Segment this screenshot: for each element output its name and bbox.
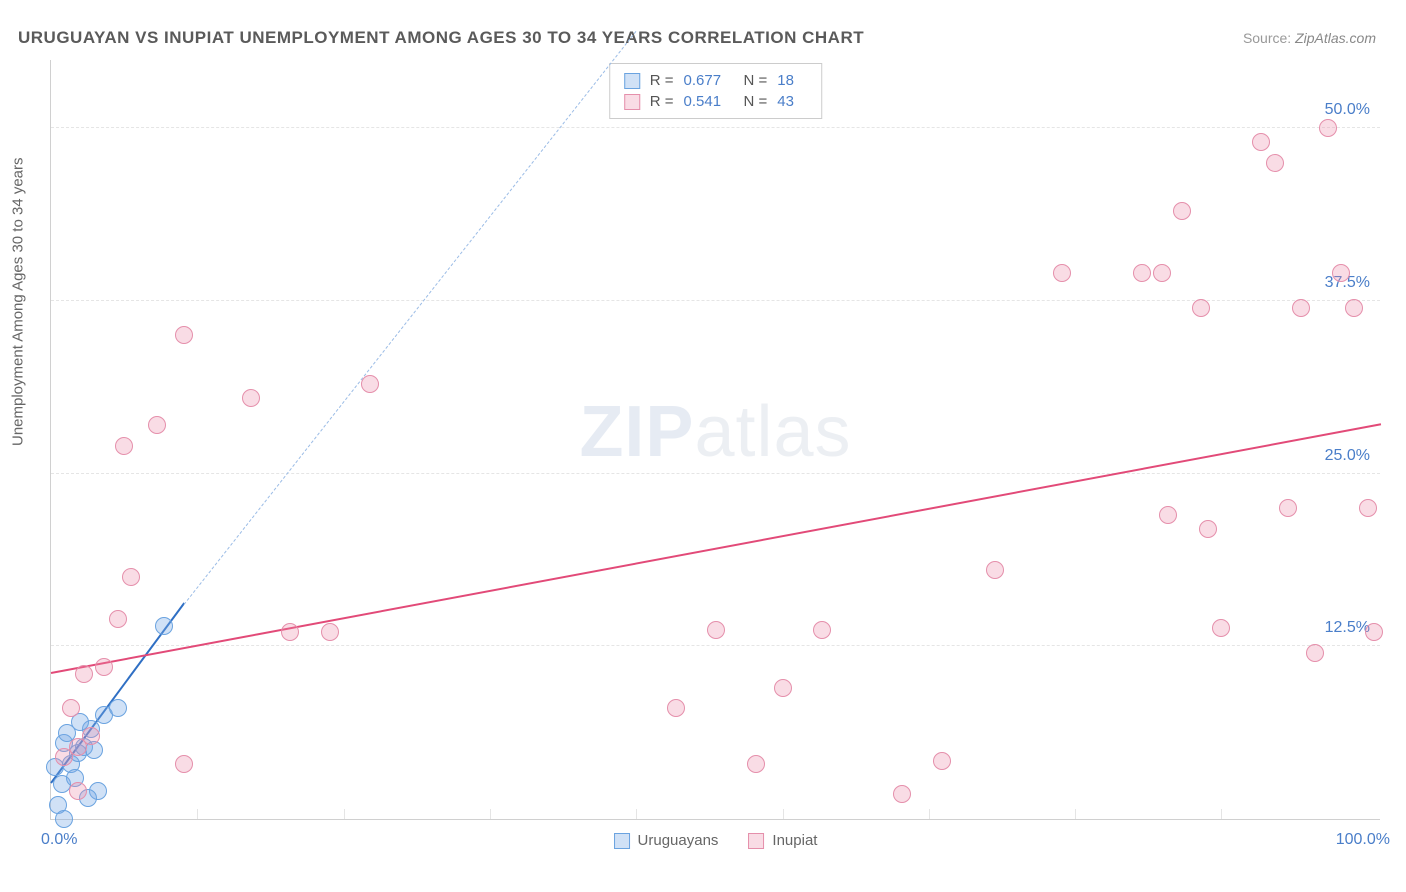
data-point <box>813 621 831 639</box>
stats-swatch <box>624 73 640 89</box>
data-point <box>1292 299 1310 317</box>
data-point <box>1319 119 1337 137</box>
gridline-vertical <box>197 809 198 819</box>
data-point <box>175 755 193 773</box>
data-point <box>774 679 792 697</box>
data-point <box>1266 154 1284 172</box>
stats-r-value: 0.677 <box>684 72 734 89</box>
data-point <box>361 375 379 393</box>
data-point <box>242 389 260 407</box>
y-tick-label: 25.0% <box>1325 447 1370 465</box>
data-point <box>1212 619 1230 637</box>
legend-swatch <box>748 833 764 849</box>
stats-r-value: 0.541 <box>684 93 734 110</box>
data-point <box>155 617 173 635</box>
stats-r-label: R = <box>650 93 674 110</box>
stats-row: R = 0.541 N = 43 <box>624 91 808 112</box>
data-point <box>1133 264 1151 282</box>
legend-item: Uruguayans <box>614 832 719 849</box>
data-point <box>1199 520 1217 538</box>
gridline-vertical <box>929 809 930 819</box>
data-point <box>1332 264 1350 282</box>
watermark-atlas: atlas <box>694 391 851 471</box>
data-point <box>62 699 80 717</box>
data-point <box>1306 644 1324 662</box>
legend-label: Uruguayans <box>638 832 719 849</box>
gridline-vertical <box>490 809 491 819</box>
x-tick-min: 0.0% <box>41 831 77 849</box>
gridline-horizontal <box>51 645 1380 646</box>
data-point <box>1159 506 1177 524</box>
data-point <box>55 810 73 828</box>
legend-swatch <box>614 833 630 849</box>
data-point <box>1053 264 1071 282</box>
gridline-vertical <box>1221 809 1222 819</box>
data-point <box>667 699 685 717</box>
stats-n-label: N = <box>744 93 768 110</box>
data-point <box>1153 264 1171 282</box>
watermark-zip: ZIP <box>579 391 694 471</box>
data-point <box>95 658 113 676</box>
data-point <box>175 326 193 344</box>
y-tick-label: 50.0% <box>1325 101 1370 119</box>
series-legend: Uruguayans Inupiat <box>614 832 818 849</box>
data-point <box>148 416 166 434</box>
gridline-vertical <box>636 809 637 819</box>
data-point <box>321 623 339 641</box>
gridline-horizontal <box>51 300 1380 301</box>
data-point <box>893 785 911 803</box>
stats-r-label: R = <box>650 72 674 89</box>
stats-row: R = 0.677 N = 18 <box>624 70 808 91</box>
data-point <box>281 623 299 641</box>
data-point <box>115 437 133 455</box>
source-attribution: Source: ZipAtlas.com <box>1243 30 1376 46</box>
data-point <box>82 727 100 745</box>
data-point <box>707 621 725 639</box>
plot-area: ZIPatlas R =0.677N =18R =0.541N =43 0.0%… <box>50 60 1380 820</box>
legend-item: Inupiat <box>748 832 817 849</box>
data-point <box>747 755 765 773</box>
legend-label: Inupiat <box>772 832 817 849</box>
data-point <box>933 752 951 770</box>
data-point <box>1345 299 1363 317</box>
data-point <box>75 665 93 683</box>
stats-n-value: 18 <box>777 72 807 89</box>
data-point <box>122 568 140 586</box>
data-point <box>1252 133 1270 151</box>
watermark: ZIPatlas <box>579 390 851 472</box>
correlation-stats-box: R = 0.677 N = 18 R = 0.541 N = 43 <box>609 63 823 119</box>
y-tick-label: 12.5% <box>1325 619 1370 637</box>
data-point <box>109 610 127 628</box>
gridline-horizontal <box>51 127 1380 128</box>
gridline-horizontal <box>51 473 1380 474</box>
data-point <box>1365 623 1383 641</box>
stats-swatch <box>624 94 640 110</box>
y-axis-label: Unemployment Among Ages 30 to 34 years <box>10 157 27 446</box>
data-point <box>1359 499 1377 517</box>
gridline-vertical <box>1075 809 1076 819</box>
data-point <box>1279 499 1297 517</box>
chart-title: URUGUAYAN VS INUPIAT UNEMPLOYMENT AMONG … <box>18 28 864 48</box>
source-value: ZipAtlas.com <box>1295 30 1376 46</box>
data-point <box>986 561 1004 579</box>
x-tick-max: 100.0% <box>1336 831 1390 849</box>
gridline-vertical <box>783 809 784 819</box>
source-label: Source: <box>1243 30 1291 46</box>
data-point <box>1173 202 1191 220</box>
trend-line <box>184 31 637 605</box>
data-point <box>69 782 87 800</box>
stats-n-value: 43 <box>777 93 807 110</box>
data-point <box>109 699 127 717</box>
stats-n-label: N = <box>744 72 768 89</box>
gridline-vertical <box>344 809 345 819</box>
data-point <box>1192 299 1210 317</box>
